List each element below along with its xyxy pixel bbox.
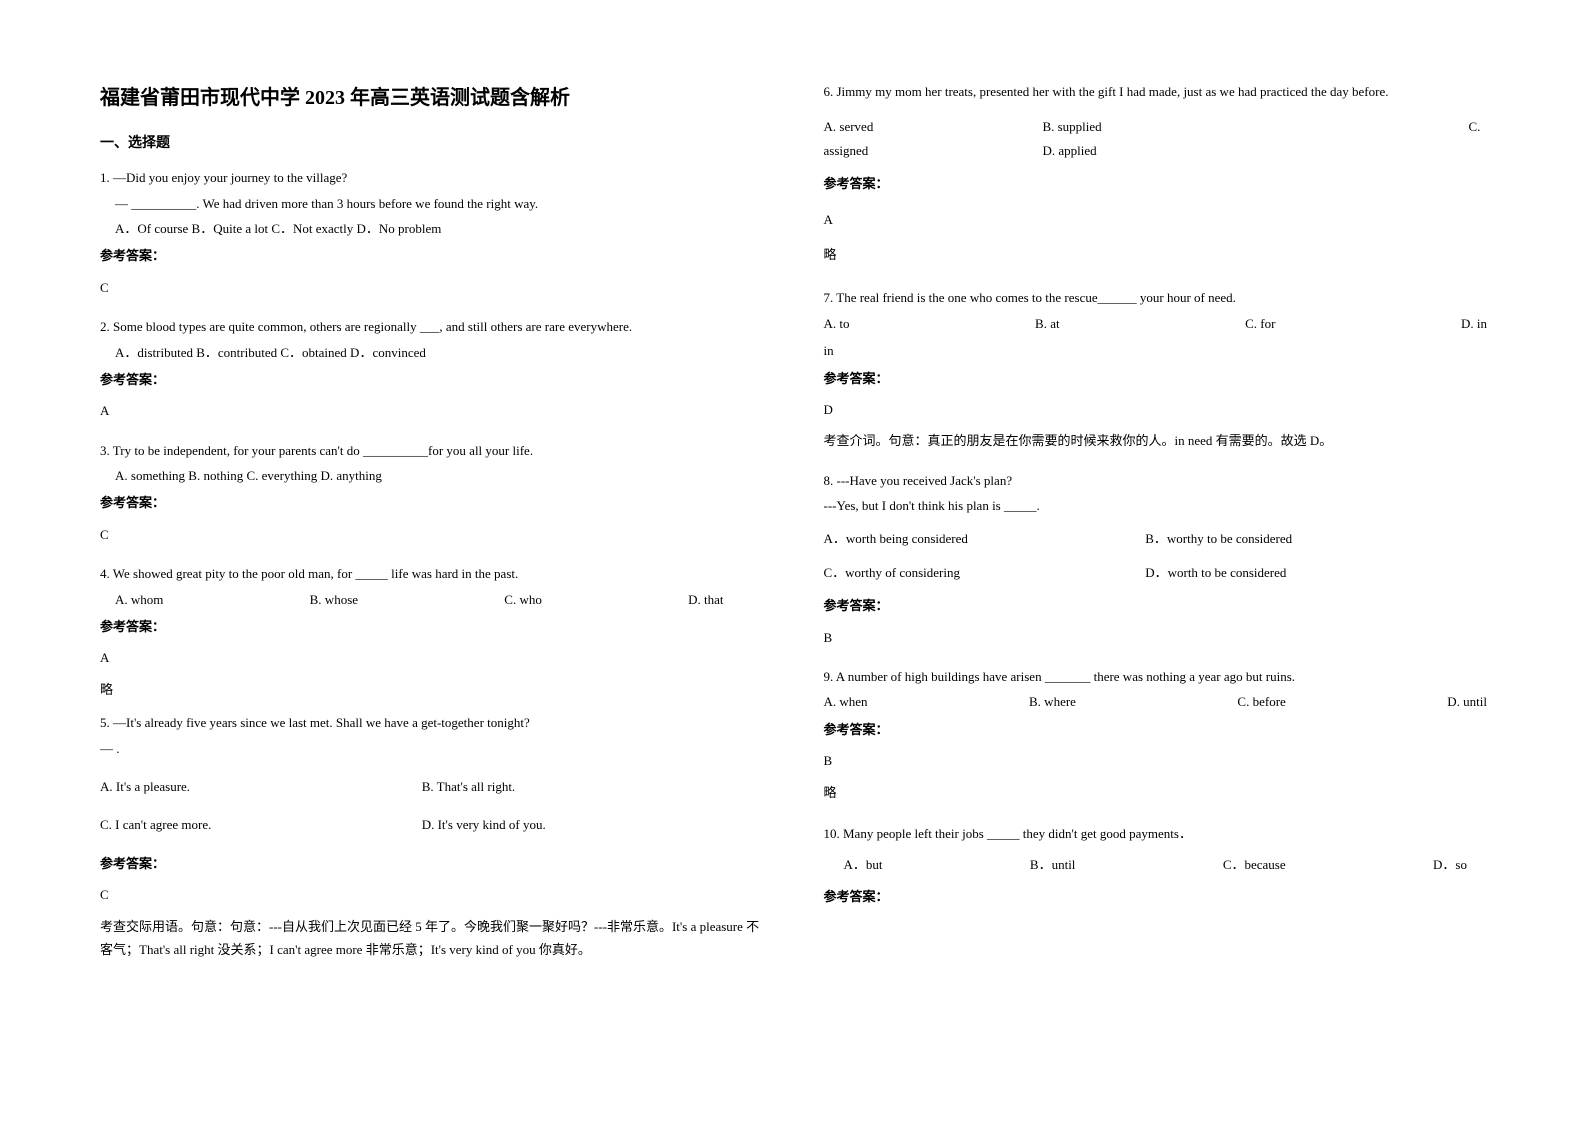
- q5-explanation: 考查交际用语。句意：句意：---自从我们上次见面已经 5 年了。今晚我们聚一聚好…: [100, 915, 764, 962]
- q5-answer: C: [100, 883, 764, 906]
- q4-answer-label: 参考答案：: [100, 615, 764, 638]
- q5-optB: B. That's all right.: [422, 775, 740, 798]
- q8-opts-row1: A．worth being considered B．worthy to be …: [824, 527, 1488, 550]
- q8-opts-row2: C．worthy of considering D．worth to be co…: [824, 561, 1488, 584]
- page-title: 福建省莆田市现代中学 2023 年高三英语测试题含解析: [100, 80, 764, 116]
- section-heading: 一、选择题: [100, 131, 764, 156]
- q9-optC: C. before: [1237, 690, 1285, 713]
- question-9: 9. A number of high buildings have arise…: [824, 665, 1488, 814]
- q9-optB: B. where: [1029, 690, 1076, 713]
- q4-line1: 4. We showed great pity to the poor old …: [100, 562, 764, 585]
- q1-options: A．Of course B．Quite a lot C．Not exactly …: [115, 217, 764, 240]
- q9-options: A. when B. where C. before D. until: [824, 690, 1488, 713]
- q4-note: 略: [100, 678, 764, 701]
- q4-options: A. whom B. whose C. who D. that: [100, 588, 764, 611]
- q5-answer-label: 参考答案：: [100, 852, 764, 875]
- q8-optA: A．worth being considered: [824, 527, 1142, 550]
- q8-optC: C．worthy of considering: [824, 561, 1142, 584]
- q9-note: 略: [824, 781, 1488, 804]
- q5-optC: C. I can't agree more.: [100, 813, 418, 836]
- q10-line1: 10. Many people left their jobs _____ th…: [824, 822, 1488, 845]
- q3-answer-label: 参考答案：: [100, 491, 764, 514]
- q9-answer-label: 参考答案：: [824, 718, 1488, 741]
- q7-optC: C. for: [1245, 312, 1275, 335]
- q4-answer: A: [100, 646, 764, 669]
- q10-answer-label: 参考答案：: [824, 885, 1488, 908]
- q7-answer-label: 参考答案：: [824, 367, 1488, 390]
- question-4: 4. We showed great pity to the poor old …: [100, 562, 764, 703]
- q6-note: 略: [824, 243, 1488, 266]
- q6-opts-row1: A. served B. supplied C.: [824, 115, 1488, 138]
- q5-line1: 5. —It's already five years since we las…: [100, 711, 764, 734]
- q5-opts-row1: A. It's a pleasure. B. That's all right.: [100, 775, 764, 798]
- q6-answer-label: 参考答案：: [824, 172, 1488, 195]
- q7-optD-text: in: [824, 339, 1488, 362]
- q9-optD: D. until: [1447, 690, 1487, 713]
- q1-line1: 1. —Did you enjoy your journey to the vi…: [100, 166, 764, 189]
- question-10: 10. Many people left their jobs _____ th…: [824, 822, 1488, 908]
- q7-line1: 7. The real friend is the one who comes …: [824, 286, 1488, 309]
- q9-answer: B: [824, 749, 1488, 772]
- question-6: 6. Jimmy my mom her treats, presented he…: [824, 80, 1488, 278]
- q2-options: A．distributed B．contributed C．obtained D…: [115, 341, 764, 364]
- q4-optB: B. whose: [310, 588, 358, 611]
- q10-optD: D．so: [1433, 853, 1467, 876]
- q6-optA: A. served: [824, 115, 1043, 138]
- q8-line1: 8. ---Have you received Jack's plan?: [824, 469, 1488, 492]
- question-8: 8. ---Have you received Jack's plan? ---…: [824, 469, 1488, 657]
- q9-line1: 9. A number of high buildings have arise…: [824, 665, 1488, 688]
- q6-opts-row2: assigned D. applied: [824, 139, 1488, 162]
- left-column: 福建省莆田市现代中学 2023 年高三英语测试题含解析 一、选择题 1. —Di…: [100, 80, 764, 1042]
- question-7: 7. The real friend is the one who comes …: [824, 286, 1488, 460]
- q7-answer: D: [824, 398, 1488, 421]
- q7-options: A. to B. at C. for D. in: [824, 312, 1488, 335]
- q6-optC-text: assigned: [824, 139, 1043, 162]
- q8-answer: B: [824, 626, 1488, 649]
- q4-optC: C. who: [504, 588, 542, 611]
- question-1: 1. —Did you enjoy your journey to the vi…: [100, 166, 764, 307]
- q8-optD: D．worth to be considered: [1145, 561, 1463, 584]
- q10-optA: A．but: [844, 853, 883, 876]
- q10-optC: C．because: [1223, 853, 1286, 876]
- q1-answer: C: [100, 276, 764, 299]
- q5-optA: A. It's a pleasure.: [100, 775, 418, 798]
- question-3: 3. Try to be independent, for your paren…: [100, 439, 764, 555]
- q5-optD: D. It's very kind of you.: [422, 813, 740, 836]
- q5-line2: — .: [100, 737, 764, 760]
- q8-answer-label: 参考答案：: [824, 594, 1488, 617]
- right-column: 6. Jimmy my mom her treats, presented he…: [824, 80, 1488, 1042]
- q6-optB: B. supplied: [1042, 115, 1261, 138]
- q4-optD: D. that: [688, 588, 723, 611]
- q3-line1: 3. Try to be independent, for your paren…: [100, 439, 764, 462]
- q9-optA: A. when: [824, 690, 868, 713]
- question-5: 5. —It's already five years since we las…: [100, 711, 764, 969]
- q7-optA: A. to: [824, 312, 850, 335]
- q6-optD: D. applied: [1042, 139, 1261, 162]
- q7-optB: B. at: [1035, 312, 1060, 335]
- question-2: 2. Some blood types are quite common, ot…: [100, 315, 764, 431]
- q7-optD: D. in: [1461, 312, 1487, 335]
- q1-line2: — __________. We had driven more than 3 …: [115, 192, 764, 215]
- q6-optC-prefix: C.: [1261, 115, 1480, 138]
- q5-opts-row2: C. I can't agree more. D. It's very kind…: [100, 813, 764, 836]
- q10-options: A．but B．until C．because D．so: [824, 853, 1488, 876]
- q10-optB: B．until: [1030, 853, 1076, 876]
- q2-line1: 2. Some blood types are quite common, ot…: [100, 315, 764, 338]
- q6-line1: 6. Jimmy my mom her treats, presented he…: [824, 80, 1488, 103]
- q2-answer-label: 参考答案：: [100, 368, 764, 391]
- q6-answer: A: [824, 208, 1488, 231]
- q3-answer: C: [100, 523, 764, 546]
- q8-line2: ---Yes, but I don't think his plan is __…: [824, 494, 1488, 517]
- q3-options: A. something B. nothing C. everything D.…: [115, 464, 764, 487]
- q7-explanation: 考查介词。句意：真正的朋友是在你需要的时候来救你的人。in need 有需要的。…: [824, 429, 1488, 452]
- q2-answer: A: [100, 399, 764, 422]
- q4-optA: A. whom: [115, 588, 163, 611]
- q1-answer-label: 参考答案：: [100, 244, 764, 267]
- q8-optB: B．worthy to be considered: [1145, 527, 1463, 550]
